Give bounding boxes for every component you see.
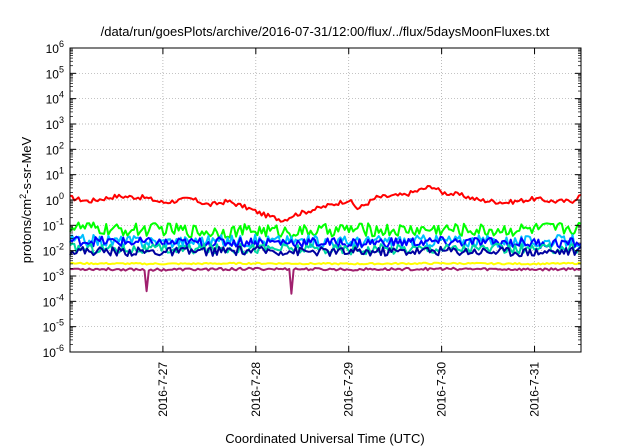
y-tick-label: 101 [46,166,64,183]
series-line [69,185,582,223]
y-tick-label: 103 [46,115,64,132]
x-axis-ticks: 2016-7-27 2016-7-28 2016-7-29 2016-7-30 2016… [156,48,542,417]
y-tick-label: 10-6 [43,343,64,360]
chart-title: /data/run/goesPlots/archive/2016-07-31/1… [101,24,550,39]
x-tick-label: 2016-7-29 [342,362,356,417]
series-line [69,242,582,256]
y-tick-label: 10-4 [43,292,64,309]
series-line [69,245,582,258]
series-line [69,221,582,239]
y-tick-label: 10-2 [43,242,64,259]
x-tick-label: 2016-7-30 [435,362,449,417]
x-tick-label: 2016-7-31 [528,362,542,417]
y-tick-label: 10-5 [43,318,64,335]
x-tick-label: 2016-7-27 [156,362,170,417]
series-line [69,266,582,295]
y-tick-label: 10-3 [43,267,64,284]
data-series [69,185,582,295]
y-tick-label: 104 [46,90,64,107]
x-tick-label: 2016-7-28 [249,362,263,417]
y-axis-label: protons/cm2-s-sr-MeV [18,136,34,263]
y-tick-label: 105 [46,64,64,81]
y-tick-label: 10-1 [43,216,64,233]
x-axis-label: Coordinated Universal Time (UTC) [225,431,424,446]
y-tick-label: 106 [46,39,64,56]
y-axis-ticks: 106 105 104 103 102 101 100 10-1 10-2 10-3 10-4 10-… [43,39,581,360]
y-tick-label: 100 [46,191,64,208]
y-tick-label: 102 [46,140,64,157]
series-line [69,261,582,266]
